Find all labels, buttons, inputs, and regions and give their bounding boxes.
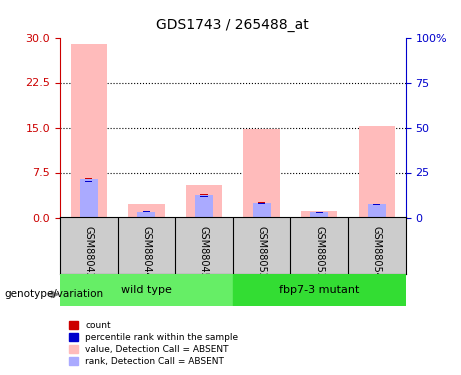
Bar (258, 202, 265, 203)
Legend: count, percentile rank within the sample, value, Detection Call = ABSENT, rank, : count, percentile rank within the sample… (65, 317, 243, 370)
Bar (233, 274, 406, 306)
Bar (143, 211, 150, 212)
Bar (316, 211, 323, 213)
Bar (368, 204, 386, 218)
Text: GSM88052: GSM88052 (257, 226, 266, 279)
Bar (301, 211, 337, 218)
Bar (310, 212, 328, 217)
Text: wild type: wild type (121, 285, 172, 295)
Bar (243, 129, 280, 217)
Bar (186, 184, 222, 218)
Text: GSM88044: GSM88044 (142, 226, 151, 279)
Bar (71, 44, 107, 218)
Bar (60, 274, 233, 306)
Bar (373, 204, 380, 206)
Text: genotype/variation: genotype/variation (5, 290, 104, 299)
Text: GSM88043: GSM88043 (84, 226, 94, 279)
Bar (258, 203, 265, 204)
Bar (253, 202, 271, 217)
Title: GDS1743 / 265488_at: GDS1743 / 265488_at (156, 18, 309, 32)
Text: GSM88053: GSM88053 (314, 226, 324, 279)
Bar (359, 126, 395, 218)
Bar (143, 211, 150, 212)
Bar (80, 178, 98, 218)
Bar (373, 204, 380, 205)
Text: GSM88045: GSM88045 (199, 226, 209, 279)
Bar (85, 178, 92, 179)
Bar (201, 194, 207, 195)
Bar (128, 204, 165, 218)
Text: fbp7-3 mutant: fbp7-3 mutant (279, 285, 360, 295)
Bar (137, 211, 155, 217)
Bar (85, 181, 92, 182)
Text: GSM88054: GSM88054 (372, 226, 382, 279)
Bar (195, 195, 213, 217)
